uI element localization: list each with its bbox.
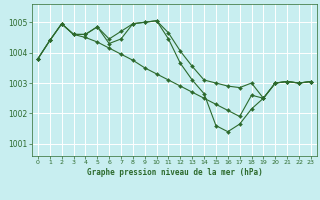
X-axis label: Graphe pression niveau de la mer (hPa): Graphe pression niveau de la mer (hPa): [86, 168, 262, 177]
